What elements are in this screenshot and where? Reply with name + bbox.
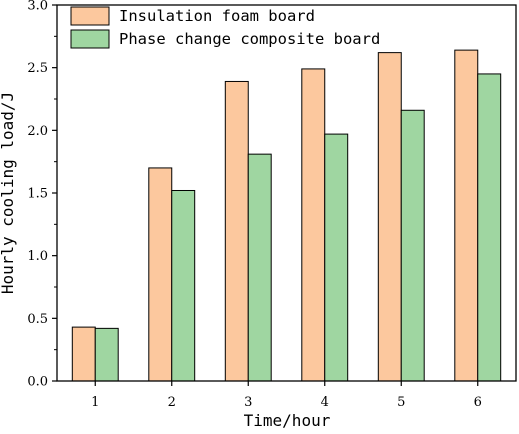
legend-label-insulation-foam: Insulation foam board — [119, 7, 315, 25]
bar-insulation-foam-1 — [71, 326, 96, 382]
y-tick-label: 1.5 — [27, 187, 48, 202]
bar-insulation-foam-3 — [224, 80, 249, 382]
legend-swatch-insulation-foam — [70, 6, 110, 26]
bar-insulation-foam-6 — [454, 49, 479, 382]
bar-phase-change-3 — [247, 153, 272, 382]
x-axis-title: Time/hour — [244, 411, 331, 430]
axes-layer: 1 2 3 4 5 6 0.0 0.5 1.0 1.5 2.0 2.5 3.0 — [27, 0, 482, 410]
y-tick-label: 1.0 — [27, 249, 48, 264]
x-tick-label: 5 — [397, 395, 405, 410]
bar-phase-change-5 — [400, 109, 425, 382]
y-tick-label: 0.5 — [27, 312, 48, 327]
bar-phase-change-1 — [94, 327, 119, 382]
bar-phase-change-6 — [477, 73, 502, 382]
x-tick-label: 3 — [244, 395, 252, 410]
x-tick-label: 4 — [321, 395, 329, 410]
bar-insulation-foam-4 — [301, 68, 326, 382]
y-tick-label: 3.0 — [27, 0, 48, 14]
bar-insulation-foam-5 — [377, 52, 402, 382]
legend: Insulation foam board Phase change compos… — [70, 6, 380, 49]
y-tick-label: 2.5 — [27, 61, 48, 76]
x-tick-label: 6 — [474, 395, 482, 410]
x-tick-label: 1 — [91, 395, 99, 410]
y-tick-label: 2.0 — [27, 124, 48, 139]
bar-phase-change-4 — [324, 133, 349, 382]
bar-phase-change-2 — [171, 189, 196, 382]
legend-swatch-phase-change — [70, 29, 110, 49]
bars-layer — [71, 49, 502, 382]
legend-label-phase-change: Phase change composite board — [119, 30, 380, 48]
y-tick-label: 0.0 — [27, 375, 48, 390]
y-axis-title: Hourly cooling load/J — [0, 92, 17, 294]
x-tick-label: 2 — [168, 395, 176, 410]
bar-insulation-foam-2 — [148, 167, 173, 382]
